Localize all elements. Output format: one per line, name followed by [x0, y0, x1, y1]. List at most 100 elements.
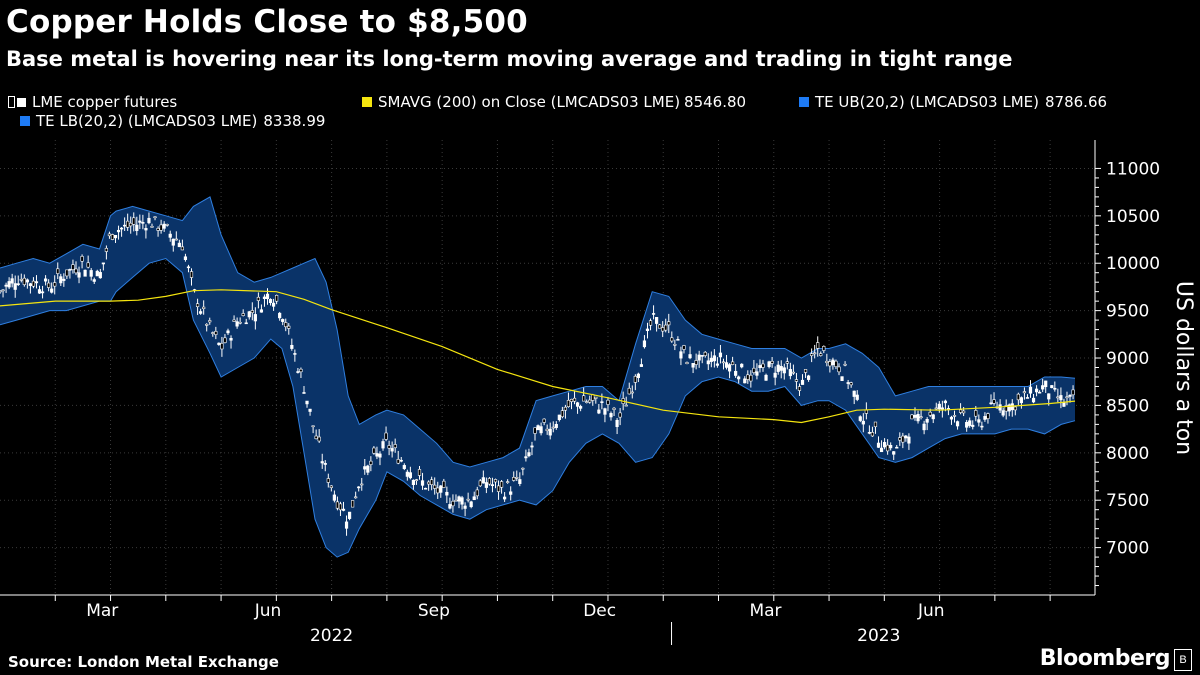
- candle-body: [123, 224, 127, 227]
- candle-body: [475, 489, 479, 497]
- x-year-label-2022: 2022: [310, 626, 353, 646]
- candle-body: [743, 378, 747, 384]
- candle-body: [837, 366, 841, 373]
- candle-body: [530, 445, 534, 448]
- candle-body: [585, 401, 589, 403]
- candle-body: [107, 233, 112, 237]
- candle-body: [71, 264, 75, 270]
- candle-body: [569, 398, 574, 402]
- candle-body: [287, 325, 291, 329]
- candle-body: [800, 379, 805, 385]
- legend: LME copper futures SMAVG (200) on Close …: [0, 90, 1200, 130]
- candle-body: [442, 480, 446, 488]
- candle-body: [661, 327, 665, 332]
- candle-body: [810, 353, 814, 357]
- candle-body: [89, 270, 93, 277]
- candle-body: [244, 322, 248, 325]
- candle-body: [1001, 410, 1005, 416]
- candle-body: [159, 224, 163, 231]
- candle-body: [211, 332, 215, 334]
- candle-body: [1062, 402, 1066, 407]
- candle-body: [378, 453, 382, 458]
- candle-body: [606, 399, 610, 405]
- candle-body: [1034, 388, 1039, 393]
- candle-body: [721, 361, 726, 364]
- candle-body: [840, 376, 844, 381]
- candle-body: [803, 369, 808, 373]
- candle-body: [77, 272, 81, 278]
- candle-body: [427, 481, 431, 485]
- candle-body: [68, 269, 72, 271]
- candle-body: [10, 278, 14, 284]
- candle-body: [846, 382, 850, 384]
- candle-body: [1004, 405, 1008, 412]
- candle-body: [727, 364, 732, 372]
- bloomberg-logo: Bloomberg: [1039, 646, 1171, 671]
- candle-body: [980, 425, 984, 428]
- candle-body: [882, 442, 887, 448]
- candle-body: [235, 321, 239, 327]
- candle-body: [34, 281, 39, 284]
- candle-body: [1047, 393, 1051, 400]
- candle-body: [834, 360, 838, 367]
- candle-body: [214, 331, 218, 335]
- candle-body: [496, 485, 501, 492]
- candle-body: [648, 320, 653, 326]
- candle-body: [986, 413, 990, 419]
- legend-label-lb: TE LB(20,2) (LMCADS03 LME): [36, 112, 258, 130]
- candle-body: [56, 268, 60, 274]
- y-tick-label-8000: 8000: [1106, 444, 1149, 464]
- price-series: [0, 212, 1075, 536]
- candle-body: [405, 471, 409, 477]
- candle-body: [466, 498, 470, 501]
- candle-body: [360, 483, 364, 486]
- candle-body: [731, 361, 735, 365]
- candle-body: [892, 451, 896, 455]
- candle-body: [1041, 385, 1045, 390]
- candle-body: [37, 289, 42, 294]
- candle-body: [512, 477, 516, 481]
- candle-body: [16, 283, 20, 285]
- candle-body: [396, 459, 400, 464]
- candle-body: [308, 408, 312, 412]
- candle-body: [344, 521, 349, 529]
- candle-body: [83, 269, 87, 277]
- candle-body: [785, 361, 789, 364]
- candle-body: [791, 371, 795, 374]
- candle-body: [119, 227, 124, 230]
- candle-body: [433, 484, 437, 489]
- candle-body: [1038, 391, 1042, 394]
- candle-body: [715, 363, 720, 366]
- upper-band-line: [0, 196, 1076, 468]
- candle-body: [673, 343, 677, 346]
- legend-swatch-sma: [362, 97, 372, 107]
- candle-body: [98, 272, 102, 279]
- candle-body: [509, 491, 513, 495]
- candle-body: [278, 312, 282, 319]
- candle-body: [253, 314, 257, 322]
- candle-body: [630, 391, 634, 394]
- candle-body: [624, 404, 628, 407]
- candle-body: [132, 217, 136, 225]
- candle-body: [408, 472, 412, 479]
- candle-body: [724, 362, 729, 368]
- candle-body: [861, 420, 865, 425]
- candle-body: [189, 271, 194, 278]
- candle-body: [445, 491, 449, 496]
- candle-body: [323, 463, 327, 465]
- candle-body: [469, 501, 473, 508]
- candle-body: [305, 400, 309, 405]
- candle-body: [451, 500, 455, 507]
- bollinger-band: [0, 196, 1076, 558]
- candle-body: [13, 283, 17, 290]
- candle-body: [746, 374, 750, 380]
- candlestick-icon: [8, 96, 15, 108]
- candle-body: [782, 367, 786, 374]
- candle-body: [47, 282, 51, 288]
- candle-body: [952, 415, 957, 417]
- legend-item-ub: TE UB(20,2) (LMCADS03 LME) 8786.66: [799, 93, 1107, 111]
- candle-body: [895, 446, 899, 449]
- candle-body: [484, 482, 488, 488]
- candle-body: [542, 418, 546, 423]
- candle-body: [703, 351, 707, 356]
